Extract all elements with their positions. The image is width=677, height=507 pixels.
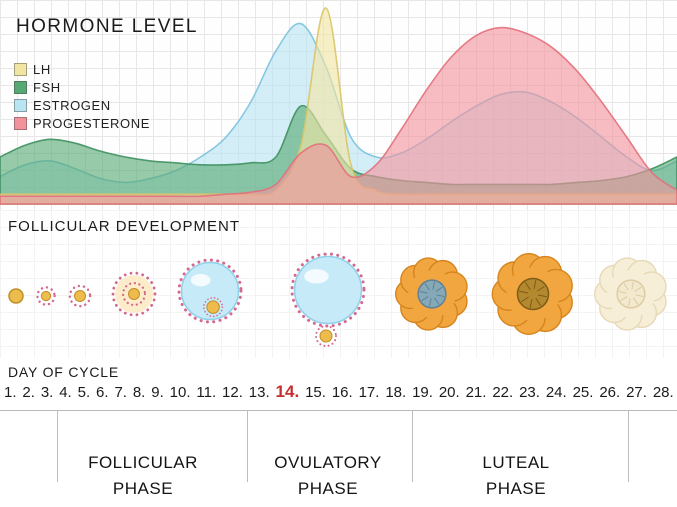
- phase-tick-3: [412, 410, 413, 482]
- day-15: 15.: [305, 384, 326, 401]
- day-numbers-row: 1. 2. 3. 4. 5. 6. 7. 8. 9. 10. 11. 12. 13. 14. 15. 16. 1…: [4, 382, 674, 402]
- legend-label: LH: [33, 62, 51, 77]
- early-corpus-luteum-icon: [395, 257, 468, 331]
- day-11: 11.: [196, 384, 217, 401]
- day-22: 22.: [492, 384, 514, 401]
- legend-swatch-estrogen: [14, 99, 27, 112]
- day-1: 1.: [4, 384, 17, 401]
- day-3: 3.: [40, 384, 54, 401]
- day-12: 12.: [222, 384, 243, 401]
- day-14: 14.: [275, 382, 300, 401]
- legend-swatch-fsh: [14, 81, 27, 94]
- day-19: 19.: [412, 384, 433, 401]
- day-16: 16.: [331, 384, 353, 401]
- secondary-follicle-icon: [68, 284, 92, 308]
- ovulation-mature-follicle-icon: [290, 252, 366, 347]
- corpus-luteum-icon: [491, 252, 573, 336]
- day-9: 9.: [151, 384, 164, 401]
- day-17: 17.: [358, 384, 380, 401]
- day-2: 2.: [22, 384, 35, 401]
- legend-item-fsh: FSH: [14, 80, 150, 95]
- day-8: 8.: [132, 384, 146, 401]
- legend-label: FSH: [33, 80, 61, 95]
- early-tertiary-follicle-icon: [111, 271, 157, 317]
- day-23: 23.: [519, 384, 540, 401]
- phase-label-follicular: FOLLICULAR PHASE: [88, 453, 198, 499]
- phase-tick-4: [628, 410, 629, 482]
- day-of-cycle-title: DAY OF CYCLE: [8, 364, 119, 380]
- legend-swatch-lh: [14, 63, 27, 76]
- series-progesterone: [0, 26, 677, 205]
- hormone-level-title: HORMONE LEVEL: [16, 16, 198, 37]
- primordial-follicle-icon: [8, 288, 24, 304]
- legend-item-estrogen: ESTROGEN: [14, 98, 150, 113]
- antral-follicle-icon: [177, 258, 243, 324]
- follicle-stages-strip: [8, 252, 667, 347]
- day-28: 28.: [652, 384, 674, 401]
- legend-swatch-progesterone: [14, 117, 27, 130]
- day-24: 24.: [545, 384, 567, 401]
- follicular-development-section: FOLLICULAR DEVELOPMENT: [0, 210, 677, 358]
- day-6: 6.: [96, 384, 109, 401]
- day-10: 10.: [169, 384, 191, 401]
- follicular-development-title: FOLLICULAR DEVELOPMENT: [8, 218, 241, 235]
- day-5: 5.: [77, 384, 91, 401]
- day-13: 13.: [248, 384, 270, 401]
- day-7: 7.: [114, 384, 127, 401]
- phase-tick-1: [57, 410, 58, 482]
- legend-label: ESTROGEN: [33, 98, 111, 113]
- day-4: 4.: [59, 384, 72, 401]
- day-26: 26.: [599, 384, 621, 401]
- legend-item-progesterone: PROGESTERONE: [14, 116, 150, 131]
- legend-item-lh: LH: [14, 62, 150, 77]
- day-18: 18.: [385, 384, 407, 401]
- hormone-legend: LH FSH ESTROGEN PROGESTERONE: [14, 62, 150, 131]
- day-axis-line: [0, 410, 677, 411]
- primary-follicle-icon: [36, 286, 56, 306]
- phase-label-ovulatory: OVULATORY PHASE: [274, 453, 382, 499]
- corpus-albicans-icon: [594, 257, 667, 331]
- day-25: 25.: [572, 384, 594, 401]
- phase-tick-2: [247, 410, 248, 482]
- phase-label-luteal: LUTEAL PHASE: [482, 453, 550, 499]
- day-of-cycle-section: DAY OF CYCLE 1. 2. 3. 4. 5. 6. 7. 8. 9. 10. 11. 12.…: [0, 358, 677, 507]
- day-21: 21.: [465, 384, 487, 401]
- legend-label: PROGESTERONE: [33, 116, 150, 131]
- hormone-area-chart: [0, 7, 677, 205]
- day-20: 20.: [438, 384, 460, 401]
- hormone-level-chart-section: HORMONE LEVEL LH FSH ESTROGEN PROGESTERONE: [0, 0, 677, 211]
- day-27: 27.: [626, 384, 647, 401]
